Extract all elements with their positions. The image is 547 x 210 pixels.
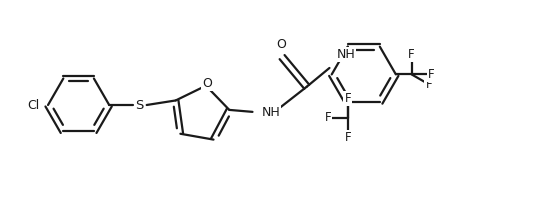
Text: O: O [202, 77, 212, 90]
Text: F: F [345, 92, 351, 105]
Text: F: F [428, 68, 435, 81]
Text: O: O [276, 38, 286, 51]
Text: F: F [325, 112, 331, 125]
Text: F: F [426, 78, 432, 91]
Text: NH: NH [336, 48, 355, 61]
Text: S: S [136, 98, 144, 112]
Text: NH: NH [261, 106, 280, 119]
Text: Cl: Cl [27, 98, 39, 112]
Text: F: F [345, 131, 351, 144]
Text: F: F [409, 48, 415, 61]
